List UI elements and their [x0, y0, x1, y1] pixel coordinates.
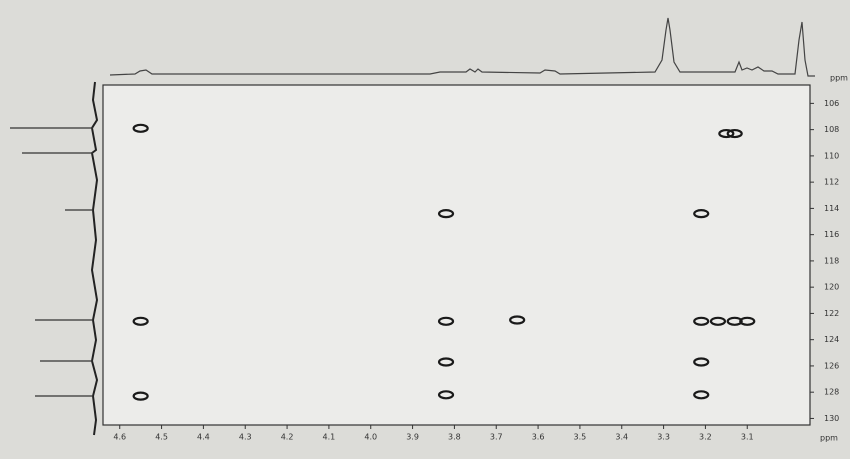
- y-tick-label: 130: [824, 414, 839, 423]
- y-tick-label: 120: [824, 283, 839, 292]
- cross-peak: [509, 315, 526, 325]
- cross-peak: [693, 390, 710, 400]
- y-tick-label: 126: [824, 361, 839, 370]
- cross-peak: [437, 357, 455, 367]
- x-tick-label: 3.8: [448, 433, 461, 442]
- y-tick-label: 114: [824, 204, 839, 213]
- x-tick-label: 3.5: [574, 433, 587, 442]
- y-tick-label: 128: [824, 388, 839, 397]
- cross-peak: [739, 316, 756, 326]
- cross-peak: [693, 357, 710, 367]
- left-projection-peaks: [10, 127, 93, 397]
- x-tick-label: 3.9: [406, 433, 419, 442]
- cross-peak: [718, 128, 735, 139]
- x-tick-label: 3.3: [657, 433, 670, 442]
- cross-peak: [726, 128, 743, 139]
- y-tick-label: 124: [824, 335, 839, 344]
- cross-peak: [132, 391, 149, 401]
- x-tick-label: 4.4: [197, 433, 210, 442]
- y-tick-label: 112: [824, 178, 839, 187]
- cross-peak: [437, 209, 455, 219]
- x-tick-label: 3.7: [490, 433, 503, 442]
- y-tick-label: 116: [824, 230, 839, 239]
- cross-peak: [693, 209, 710, 219]
- x-tick-label: 4.3: [239, 433, 252, 442]
- x-tick-label: 4.6: [113, 433, 126, 442]
- x-tick-label: 4.5: [155, 433, 168, 442]
- y-axis-label: ppm: [830, 74, 848, 83]
- left-projection: [90, 81, 99, 436]
- x-tick-label: 3.1: [741, 433, 754, 442]
- top-projection: [109, 17, 815, 77]
- cross-peak: [726, 316, 743, 326]
- cross-peak: [709, 316, 727, 326]
- cross-peak: [437, 390, 455, 400]
- cross-peak: [132, 123, 149, 133]
- cross-peak: [437, 316, 455, 326]
- y-tick-label: 106: [824, 99, 839, 108]
- y-tick-label: 110: [824, 151, 839, 160]
- y-tick-label: 118: [824, 256, 839, 265]
- x-tick-label: 4.1: [323, 433, 336, 442]
- y-tick-label: 122: [824, 309, 839, 318]
- x-tick-label: 4.0: [364, 433, 377, 442]
- x-tick-label: 3.4: [615, 433, 628, 442]
- cross-peak: [132, 316, 149, 326]
- x-tick-label: 3.2: [699, 433, 712, 442]
- cross-peak: [693, 316, 710, 326]
- x-tick-label: 4.2: [281, 433, 294, 442]
- x-axis-label: ppm: [820, 434, 838, 443]
- plot-area: [102, 84, 811, 426]
- y-tick-label: 108: [824, 125, 839, 134]
- x-tick-label: 3.6: [532, 433, 545, 442]
